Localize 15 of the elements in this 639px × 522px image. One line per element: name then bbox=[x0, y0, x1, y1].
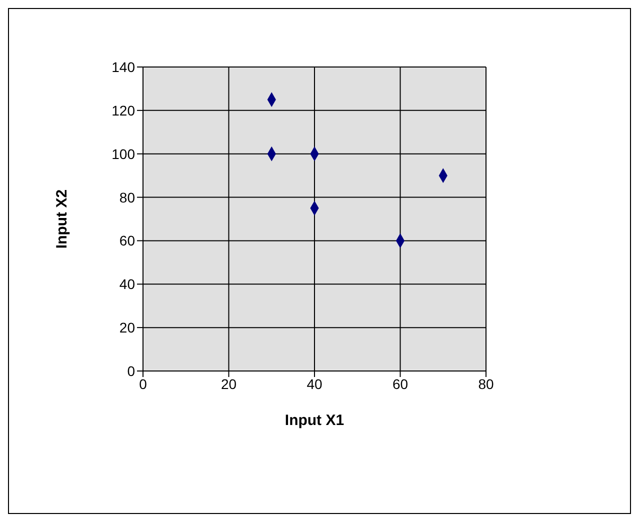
x-tick-label: 20 bbox=[220, 376, 237, 392]
x-axis-title: Input X1 bbox=[284, 412, 344, 429]
x-tick-label: 40 bbox=[306, 376, 322, 392]
y-tick-label: 80 bbox=[119, 189, 136, 206]
y-tick-label: 60 bbox=[119, 232, 136, 249]
x-tick-label: 80 bbox=[478, 376, 494, 392]
x-tick-label: 0 bbox=[139, 376, 148, 392]
y-tick-label: 120 bbox=[112, 102, 136, 118]
y-tick-label: 20 bbox=[119, 320, 136, 336]
y-tick-label: 40 bbox=[119, 276, 136, 292]
y-tick-label: 0 bbox=[127, 362, 136, 379]
y-tick-label: 100 bbox=[112, 146, 136, 162]
y-tick-label: 140 bbox=[112, 58, 136, 75]
y-axis-title: Input X2 bbox=[53, 189, 70, 249]
x-tick-label: 60 bbox=[392, 376, 408, 392]
